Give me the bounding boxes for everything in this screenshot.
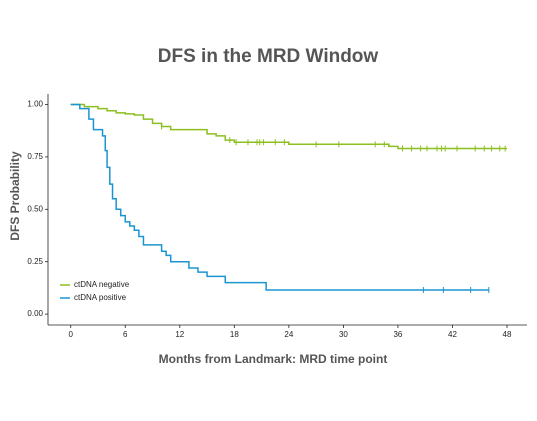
x-tick-label: 18 xyxy=(230,330,239,339)
y-axis-title: DFS Probability xyxy=(8,151,22,241)
km-curve xyxy=(70,103,508,150)
y-tick-label: 0.00 xyxy=(27,309,43,318)
x-tick-label: 48 xyxy=(503,330,512,339)
y-tick-label: 0.25 xyxy=(27,257,43,266)
legend-label: ctDNA negative xyxy=(74,280,130,289)
x-tick-label: 12 xyxy=(175,330,184,339)
x-tick-label: 42 xyxy=(448,330,457,339)
x-axis-title: Months from Landmark: MRD time point xyxy=(159,352,388,366)
legend-label: ctDNA positive xyxy=(74,293,127,302)
x-tick-label: 36 xyxy=(393,330,402,339)
x-tick-label: 0 xyxy=(68,330,73,339)
chart-title: DFS in the MRD Window xyxy=(158,46,379,67)
km-curve xyxy=(70,103,489,291)
y-tick-label: 1.00 xyxy=(27,100,43,109)
y-tick-label: 0.75 xyxy=(27,152,43,161)
x-tick-label: 6 xyxy=(123,330,128,339)
x-tick-label: 30 xyxy=(339,330,348,339)
y-tick-label: 0.50 xyxy=(27,204,43,213)
x-tick-label: 24 xyxy=(284,330,293,339)
